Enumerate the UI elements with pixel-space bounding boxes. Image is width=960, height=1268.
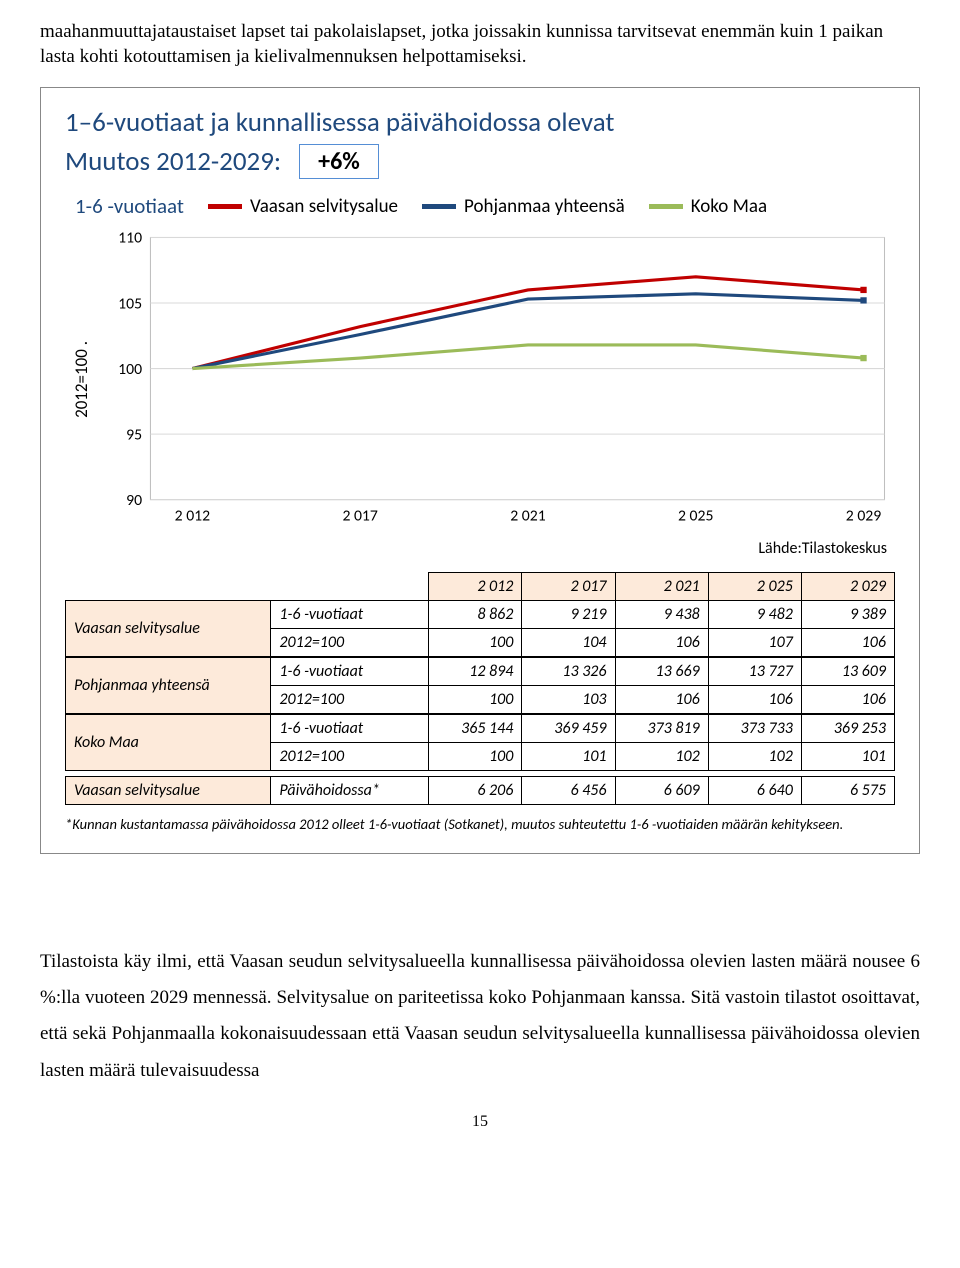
table-cell: 9 438 (615, 601, 708, 629)
table-sub-label: 2012=100 (271, 629, 429, 658)
svg-text:100: 100 (118, 360, 142, 379)
table-col-header: 2 029 (801, 573, 894, 601)
svg-text:105: 105 (118, 294, 142, 313)
table-cell: 13 609 (801, 657, 894, 686)
body-paragraph: Tilastoista käy ilmi, että Vaasan seudun… (40, 944, 920, 1088)
table-cell: 369 253 (801, 714, 894, 743)
table-cell: 103 (522, 686, 615, 715)
muutos-value-box: +6% (299, 144, 379, 179)
page-number: 15 (40, 1113, 920, 1131)
table-row-head: Vaasan selvitysalue (66, 601, 271, 658)
chart-wrap: 2012=100 . 90 95 100 105 110 2 012 2 017 2 021 2… (71, 227, 895, 531)
legend-swatch-1 (422, 204, 456, 209)
legend-item-1: Pohjanmaa yhteensä (422, 195, 625, 218)
chart-source: Lähde:Tilastokeskus (65, 539, 887, 558)
svg-text:2 025: 2 025 (678, 507, 713, 526)
legend-swatch-0 (208, 204, 242, 209)
chart-y-axis-label: 2012=100 . (71, 341, 92, 418)
table-cell: 6 575 (801, 777, 894, 805)
table-cell: 100 (429, 629, 522, 658)
table-cell: 9 219 (522, 601, 615, 629)
table-sub-label: 1-6 -vuotiaat (271, 714, 429, 743)
table-cell: 6 640 (708, 777, 801, 805)
line-chart: 90 95 100 105 110 2 012 2 017 2 021 2 025 2 029 (98, 227, 895, 531)
legend-label-2: Koko Maa (691, 195, 767, 218)
svg-text:2 012: 2 012 (175, 507, 210, 526)
legend-label-1: Pohjanmaa yhteensä (464, 195, 625, 218)
table-cell: 107 (708, 629, 801, 658)
table-col-header: 2 021 (615, 573, 708, 601)
table-col-header: 2 012 (429, 573, 522, 601)
data-table: 2 0122 0172 0212 0252 029 Vaasan selvitys… (65, 572, 895, 805)
table-cell: 9 389 (801, 601, 894, 629)
table-cell: 106 (801, 629, 894, 658)
muutos-label: Muutos 2012-2029: (65, 145, 281, 178)
svg-text:2 021: 2 021 (510, 507, 545, 526)
table-cell: 6 609 (615, 777, 708, 805)
svg-text:110: 110 (118, 229, 142, 248)
legend-swatch-2 (649, 204, 683, 209)
table-row-head: Vaasan selvitysalue (66, 777, 271, 805)
table-cell: 106 (615, 686, 708, 715)
table-sub-label: 2012=100 (271, 686, 429, 715)
table-row-head: Koko Maa (66, 714, 271, 771)
table-col-header: 2 017 (522, 573, 615, 601)
table-cell: 106 (708, 686, 801, 715)
table-cell: 13 326 (522, 657, 615, 686)
table-cell: 369 459 (522, 714, 615, 743)
table-sub-label: 1-6 -vuotiaat (271, 657, 429, 686)
slide-container: 1–6-vuotiaat ja kunnallisessa päivähoido… (40, 87, 920, 854)
table-cell: 8 862 (429, 601, 522, 629)
table-cell: 104 (522, 629, 615, 658)
table-cell: 6 456 (522, 777, 615, 805)
table-footnote: *Kunnan kustantamassa päivähoidossa 2012… (65, 815, 895, 833)
svg-text:2 029: 2 029 (846, 507, 881, 526)
table-cell: 102 (708, 743, 801, 771)
chart-legend: 1-6 -vuotiaat Vaasan selvitysalue Pohjan… (75, 193, 895, 219)
table-cell: 365 144 (429, 714, 522, 743)
slide-title: 1–6-vuotiaat ja kunnallisessa päivähoido… (65, 106, 895, 140)
table-col-header: 2 025 (708, 573, 801, 601)
svg-text:90: 90 (126, 491, 142, 510)
table-cell: 13 727 (708, 657, 801, 686)
table-cell: 6 206 (429, 777, 522, 805)
table-cell: 13 669 (615, 657, 708, 686)
muutos-row: Muutos 2012-2029: +6% (65, 144, 895, 179)
table-cell: 101 (522, 743, 615, 771)
table-sub-label: 2012=100 (271, 743, 429, 771)
table-row-head: Pohjanmaa yhteensä (66, 657, 271, 714)
table-sub-label: 1-6 -vuotiaat (271, 601, 429, 629)
table-cell: 373 819 (615, 714, 708, 743)
legend-title: 1-6 -vuotiaat (75, 193, 184, 219)
table-cell: 9 482 (708, 601, 801, 629)
legend-label-0: Vaasan selvitysalue (250, 195, 398, 218)
intro-paragraph: maahanmuuttajataustaiset lapset tai pako… (40, 20, 920, 69)
table-cell: 106 (801, 686, 894, 715)
legend-item-0: Vaasan selvitysalue (208, 195, 398, 218)
table-sub-label: Päivähoidossa* (271, 777, 429, 805)
table-cell: 100 (429, 686, 522, 715)
legend-item-2: Koko Maa (649, 195, 767, 218)
table-cell: 101 (801, 743, 894, 771)
svg-text:95: 95 (126, 425, 142, 444)
svg-text:2 017: 2 017 (342, 507, 377, 526)
table-cell: 100 (429, 743, 522, 771)
table-cell: 373 733 (708, 714, 801, 743)
table-cell: 106 (615, 629, 708, 658)
table-cell: 12 894 (429, 657, 522, 686)
table-cell: 102 (615, 743, 708, 771)
